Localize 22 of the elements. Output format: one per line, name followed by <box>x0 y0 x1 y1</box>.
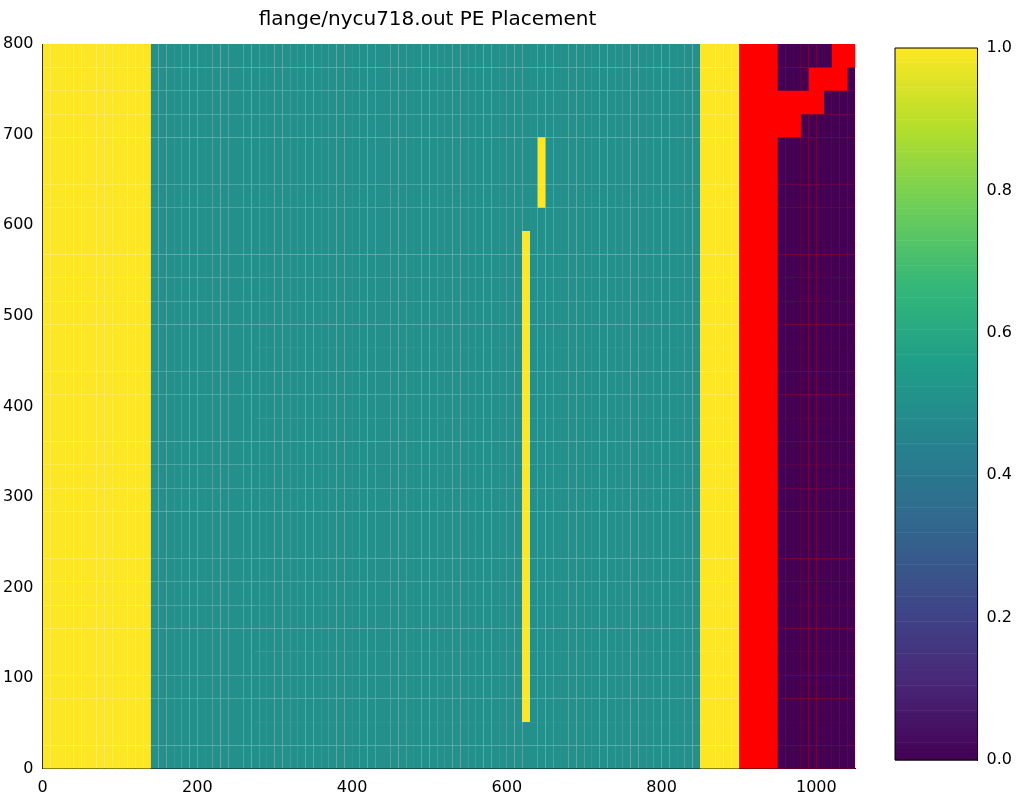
x-tick-label: 400 <box>336 776 368 796</box>
y-tick-label: 200 <box>2 576 34 596</box>
x-tick-label: 800 <box>646 776 677 796</box>
color-bar-label: 0.6 <box>986 321 1013 341</box>
y-tick-label: 700 <box>2 123 34 143</box>
y-tick-label: 500 <box>2 304 34 324</box>
color-bar-label: 0.8 <box>986 179 1013 199</box>
chart-title: flange/nycu718.out PE Placement <box>258 6 597 31</box>
y-tick-label: 100 <box>2 667 34 687</box>
y-tick-label: 0 <box>23 757 34 777</box>
x-tick-label: 1000 <box>795 776 837 796</box>
x-tick-label: 0 <box>37 776 48 796</box>
x-tick-label: 600 <box>491 776 523 796</box>
color-bar-label: 1.0 <box>986 37 1013 57</box>
color-bar-label: 0.2 <box>986 606 1013 626</box>
y-tick-label: 800 <box>2 33 34 53</box>
color-bar-label: 0.4 <box>986 464 1013 484</box>
y-tick-label: 600 <box>2 214 34 234</box>
y-tick-label: 300 <box>2 486 34 506</box>
color-bar-label: 0.0 <box>986 749 1013 769</box>
x-tick-label: 200 <box>182 776 213 796</box>
y-tick-label: 400 <box>2 395 34 415</box>
